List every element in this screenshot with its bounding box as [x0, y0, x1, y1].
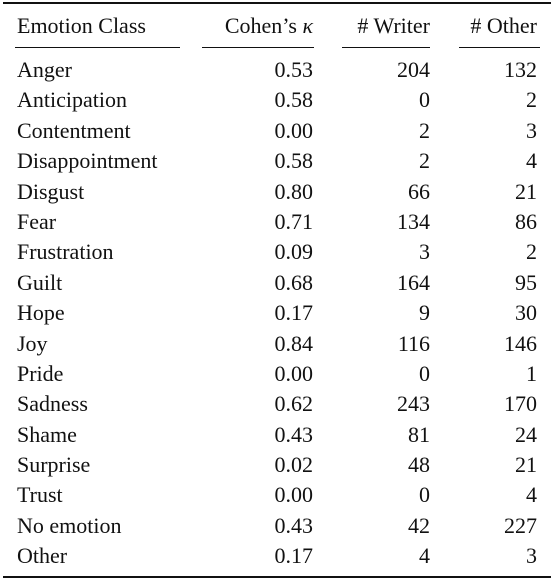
cell-other: 3 — [526, 117, 537, 143]
cell-other: 2 — [526, 239, 537, 265]
table-top-rule — [3, 2, 551, 4]
cell-emotion: Joy — [17, 330, 48, 356]
cell-emotion: Other — [17, 543, 68, 569]
cell-kappa: 0.02 — [274, 452, 314, 478]
cell-emotion: Anticipation — [17, 87, 127, 113]
header-writer: # Writer — [357, 13, 430, 38]
cell-other: 132 — [504, 57, 537, 82]
table-row: Anger 0.53 204 132 — [3, 55, 551, 85]
cell-other: 4 — [526, 148, 537, 174]
header-kappa-symbol: κ — [302, 13, 313, 38]
cell-writer: 116 — [397, 330, 430, 356]
cell-kappa: 0.17 — [274, 543, 314, 569]
cell-writer: 0 — [419, 482, 430, 508]
header-other: # Other — [470, 13, 537, 38]
cell-writer: 4 — [419, 543, 430, 569]
cell-writer: 42 — [408, 512, 430, 538]
cell-writer: 164 — [397, 269, 430, 295]
table-row: Surprise 0.02 48 21 — [3, 450, 551, 480]
cell-kappa: 0.43 — [274, 421, 314, 447]
cell-kappa: 0.00 — [274, 360, 314, 386]
cell-writer: 66 — [408, 178, 430, 204]
table-row: Hope 0.17 9 30 — [3, 298, 551, 328]
cell-writer: 0 — [419, 87, 430, 113]
cell-emotion: Hope — [17, 300, 65, 326]
cell-other: 146 — [504, 330, 537, 356]
cell-emotion: Fear — [17, 208, 57, 234]
cell-other: 21 — [515, 178, 537, 204]
header-kappa-prefix: Cohen’s — [224, 13, 303, 38]
cell-other: 227 — [504, 512, 537, 538]
cell-writer: 81 — [408, 421, 430, 447]
cell-writer: 9 — [419, 300, 430, 326]
table-header-row: Emotion Class Cohen’s κ # Writer # Other — [3, 8, 551, 44]
cell-writer: 2 — [419, 117, 430, 143]
cell-kappa: 0.00 — [274, 482, 314, 508]
header-underline-kappa — [202, 47, 314, 48]
table-row: Anticipation 0.58 0 2 — [3, 85, 551, 115]
cell-emotion: Sadness — [17, 391, 88, 417]
cell-kappa: 0.84 — [274, 330, 314, 356]
cell-emotion: Surprise — [17, 452, 91, 478]
table-row: Contentment 0.00 2 3 — [3, 116, 551, 146]
cell-writer: 204 — [397, 57, 430, 82]
header-underline-other — [459, 47, 540, 48]
cell-other: 21 — [515, 452, 537, 478]
cell-writer: 134 — [397, 208, 430, 234]
table-row: Guilt 0.68 164 95 — [3, 268, 551, 298]
cell-other: 30 — [515, 300, 537, 326]
cell-kappa: 0.80 — [274, 178, 314, 204]
cell-other: 2 — [526, 87, 537, 113]
cell-writer: 243 — [397, 391, 430, 417]
cell-other: 3 — [526, 543, 537, 569]
cell-kappa: 0.00 — [274, 117, 314, 143]
cell-writer: 0 — [419, 360, 430, 386]
cell-writer: 3 — [419, 239, 430, 265]
cell-writer: 2 — [419, 148, 430, 174]
table-row: Trust 0.00 0 4 — [3, 480, 551, 510]
cell-emotion: Anger — [17, 57, 72, 82]
table-row: Shame 0.43 81 24 — [3, 420, 551, 450]
cell-other: 1 — [526, 360, 537, 386]
table-row: No emotion 0.43 42 227 — [3, 511, 551, 541]
cell-kappa: 0.53 — [274, 57, 314, 82]
table-row: Other 0.17 4 3 — [3, 541, 551, 571]
cell-kappa: 0.17 — [274, 300, 314, 326]
table-row: Fear 0.71 134 86 — [3, 207, 551, 237]
cell-emotion: No emotion — [17, 512, 122, 538]
cell-other: 24 — [515, 421, 537, 447]
cell-emotion: Guilt — [17, 269, 63, 295]
cell-other: 4 — [526, 482, 537, 508]
cell-kappa: 0.68 — [274, 269, 314, 295]
header-underline-emotion — [15, 47, 180, 48]
table-row: Frustration 0.09 3 2 — [3, 237, 551, 267]
table-row: Pride 0.00 0 1 — [3, 359, 551, 389]
table-row: Joy 0.84 116 146 — [3, 329, 551, 359]
cell-emotion: Shame — [17, 421, 77, 447]
header-underline-writer — [342, 47, 430, 48]
cell-kappa: 0.43 — [274, 512, 314, 538]
cell-kappa: 0.58 — [274, 87, 314, 113]
cell-emotion: Trust — [17, 482, 63, 508]
cell-emotion: Contentment — [17, 117, 131, 143]
cell-kappa: 0.71 — [274, 208, 314, 234]
table-bottom-rule — [3, 576, 551, 578]
cell-writer: 48 — [408, 452, 430, 478]
table-body: Anger 0.53 204 132 Anticipation 0.58 0 2 Content… — [3, 55, 551, 572]
table-row: Disgust 0.80 66 21 — [3, 177, 551, 207]
header-emotion-class: Emotion Class — [17, 13, 146, 38]
cell-kappa: 0.58 — [274, 148, 314, 174]
table-row: Sadness 0.62 243 170 — [3, 389, 551, 419]
cell-emotion: Disappointment — [17, 148, 158, 174]
cell-other: 170 — [504, 391, 537, 417]
cell-kappa: 0.09 — [274, 239, 314, 265]
cell-emotion: Frustration — [17, 239, 114, 265]
header-cohens-kappa: Cohen’s κ — [225, 8, 313, 44]
cell-emotion: Disgust — [17, 178, 85, 204]
table-row: Disappointment 0.58 2 4 — [3, 146, 551, 176]
cell-other: 95 — [515, 269, 537, 295]
cell-emotion: Pride — [17, 360, 64, 386]
cell-other: 86 — [515, 208, 537, 234]
cell-kappa: 0.62 — [274, 391, 314, 417]
